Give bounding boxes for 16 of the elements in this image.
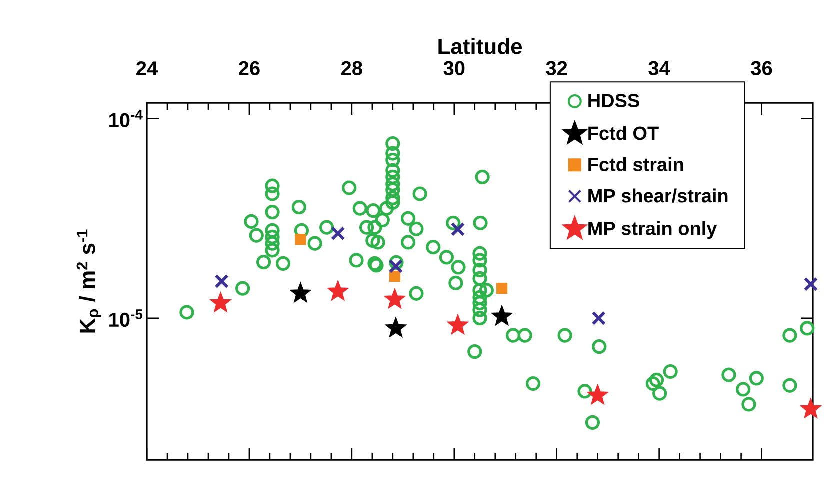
x-tick-label: 36 [751,61,772,76]
x-axis-title: Latitude [438,38,522,54]
y-tick-label: 10$^{-4}$ [110,110,143,128]
x-tick-label: 26 [239,61,260,76]
x-tick-label: 24 [136,62,158,76]
legend-label: MP shear/strain [588,188,728,203]
y-tick-label: 10$^{-5}$ [110,310,143,328]
x-tick-label: 30 [444,61,465,76]
legend-label: MP strain only [588,221,718,240]
x-tick-label: 34 [648,61,670,76]
legend-label: HDSS [588,94,640,108]
legend-label: Fctd OT [588,126,659,140]
y-axis-title: K$_{ρ}$ / m$^{2}$ s$^{-1}$ [76,230,102,333]
x-tick-label: 32 [546,61,568,76]
legend-label: Fctd strain [588,157,684,172]
x-tick-label: 28 [341,61,362,76]
